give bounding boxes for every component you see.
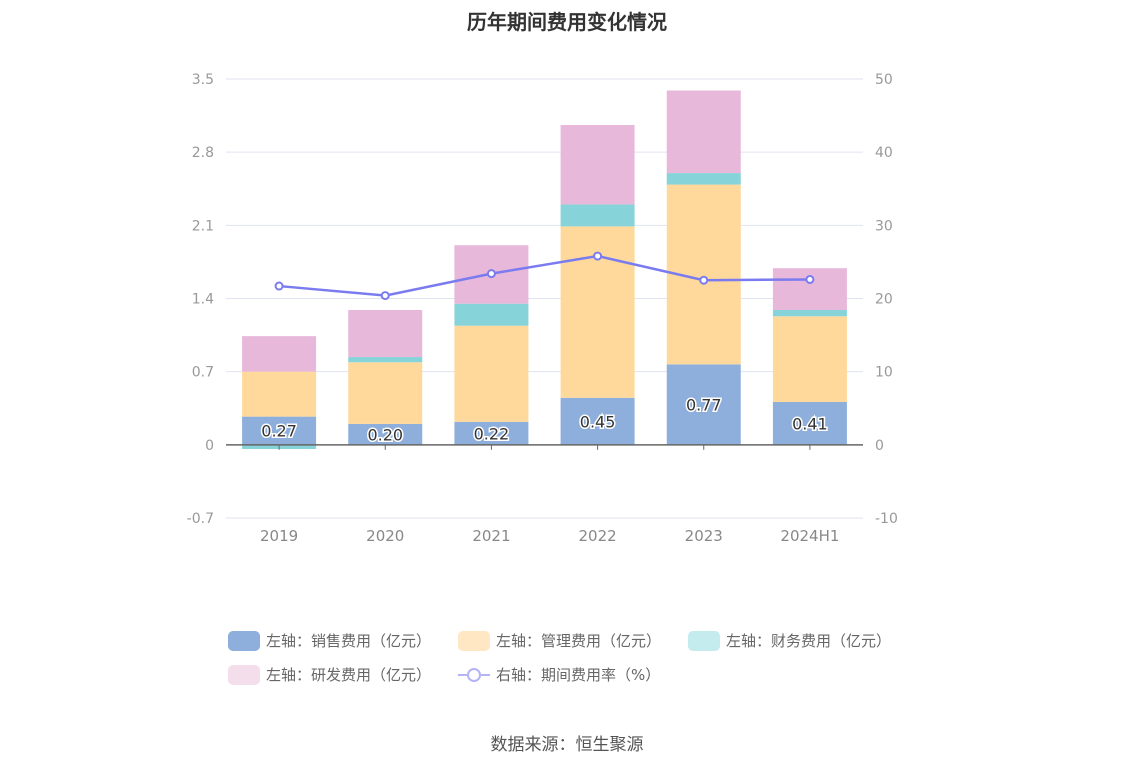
y-right-tick-label: -10 — [875, 511, 898, 527]
bar-segment — [772, 401, 847, 445]
bar-segment — [242, 416, 317, 445]
x-tick-label: 2023 — [685, 527, 723, 545]
y-left-tick-label: 1.4 — [192, 292, 214, 308]
bar-segment — [772, 316, 847, 402]
line-point — [380, 291, 390, 301]
legend-item-sales[interactable]: 左轴：销售费用（亿元） — [228, 630, 431, 651]
legend-swatch-admin — [458, 630, 490, 651]
bar-segment — [348, 357, 423, 363]
bar-segment — [454, 303, 529, 326]
bar-segment — [454, 421, 529, 445]
line-point — [805, 274, 815, 284]
y-right-tick-label: 0 — [875, 438, 884, 454]
y-left-tick-label: 2.8 — [192, 145, 214, 161]
bar-segment — [560, 204, 635, 227]
y-right-tick-label: 10 — [875, 365, 893, 381]
y-left-tick-label: 0 — [205, 438, 214, 454]
x-tick-label: 2020 — [366, 527, 404, 545]
y-left-tick-label: 3.5 — [192, 72, 214, 88]
y-left-tick-label: 2.1 — [192, 218, 214, 234]
bar-segment — [772, 268, 847, 310]
legend-label-sales: 左轴：销售费用（亿元） — [266, 632, 432, 650]
legend-swatch-sales — [228, 630, 260, 651]
legend-label-admin: 左轴：管理费用（亿元） — [496, 632, 662, 650]
bar-segment — [348, 362, 423, 424]
bar-segment — [348, 309, 423, 358]
legend-swatch-rd — [228, 664, 260, 685]
line-point — [486, 269, 496, 279]
legend-swatch-finance — [688, 630, 720, 651]
x-tick-label: 2022 — [578, 527, 616, 545]
bar-data-label: 0.45 — [580, 412, 616, 431]
y-right-tick-label: 20 — [875, 292, 893, 308]
legend-label-expense-ratio: 右轴：期间费用率（%） — [496, 666, 661, 684]
bar-segment — [560, 397, 635, 445]
bar-segment — [666, 173, 741, 185]
legend-label-rd: 左轴：研发费用（亿元） — [266, 666, 432, 684]
legend-item-expense-ratio[interactable]: 右轴：期间费用率（%） — [458, 664, 660, 685]
x-tick-label: 2024H1 — [780, 527, 839, 545]
bar-data-label: 0.20 — [367, 425, 403, 444]
bar-segment — [560, 124, 635, 205]
line-point — [699, 275, 709, 285]
bar-segment — [666, 90, 741, 174]
bar-segment — [348, 423, 423, 445]
legend-item-finance[interactable]: 左轴：财务费用（亿元） — [688, 630, 891, 651]
bar-segment — [242, 371, 317, 417]
bar-data-label: 0.27 — [261, 422, 297, 441]
chart-title: 历年期间费用变化情况 — [467, 10, 667, 34]
bar-segment — [242, 336, 317, 372]
y-left-tick-label: 0.7 — [192, 365, 214, 381]
legend-label-finance: 左轴：财务费用（亿元） — [726, 632, 892, 650]
bar-data-label: 0.41 — [792, 414, 828, 433]
legend-item-rd[interactable]: 左轴：研发费用（亿元） — [228, 664, 431, 685]
bar-segment — [454, 325, 529, 422]
y-right-tick-label: 50 — [875, 72, 893, 88]
x-tick-label: 2019 — [260, 527, 298, 545]
line-point — [593, 251, 603, 261]
bar-segment — [772, 309, 847, 317]
bar-data-label: 0.77 — [686, 396, 722, 415]
bar-segment — [666, 364, 741, 445]
y-right-tick-label: 30 — [875, 218, 893, 234]
legend-item-admin[interactable]: 左轴：管理费用（亿元） — [458, 630, 661, 651]
line-point — [274, 281, 284, 291]
y-right-tick-label: 40 — [875, 145, 893, 161]
bar-data-label: 0.22 — [474, 424, 510, 443]
y-left-tick-label: -0.7 — [187, 511, 214, 527]
data-source: 数据来源：恒生聚源 — [490, 735, 644, 755]
legend-line-icon — [458, 665, 490, 685]
chart-canvas: 3.5 2.8 2.1 1.4 0.7 0 -0.7 50 40 30 20 10 0 -10 2019 20… — [187, 72, 898, 545]
expense-ratio-line — [278, 254, 810, 297]
x-tick-label: 2021 — [472, 527, 510, 545]
